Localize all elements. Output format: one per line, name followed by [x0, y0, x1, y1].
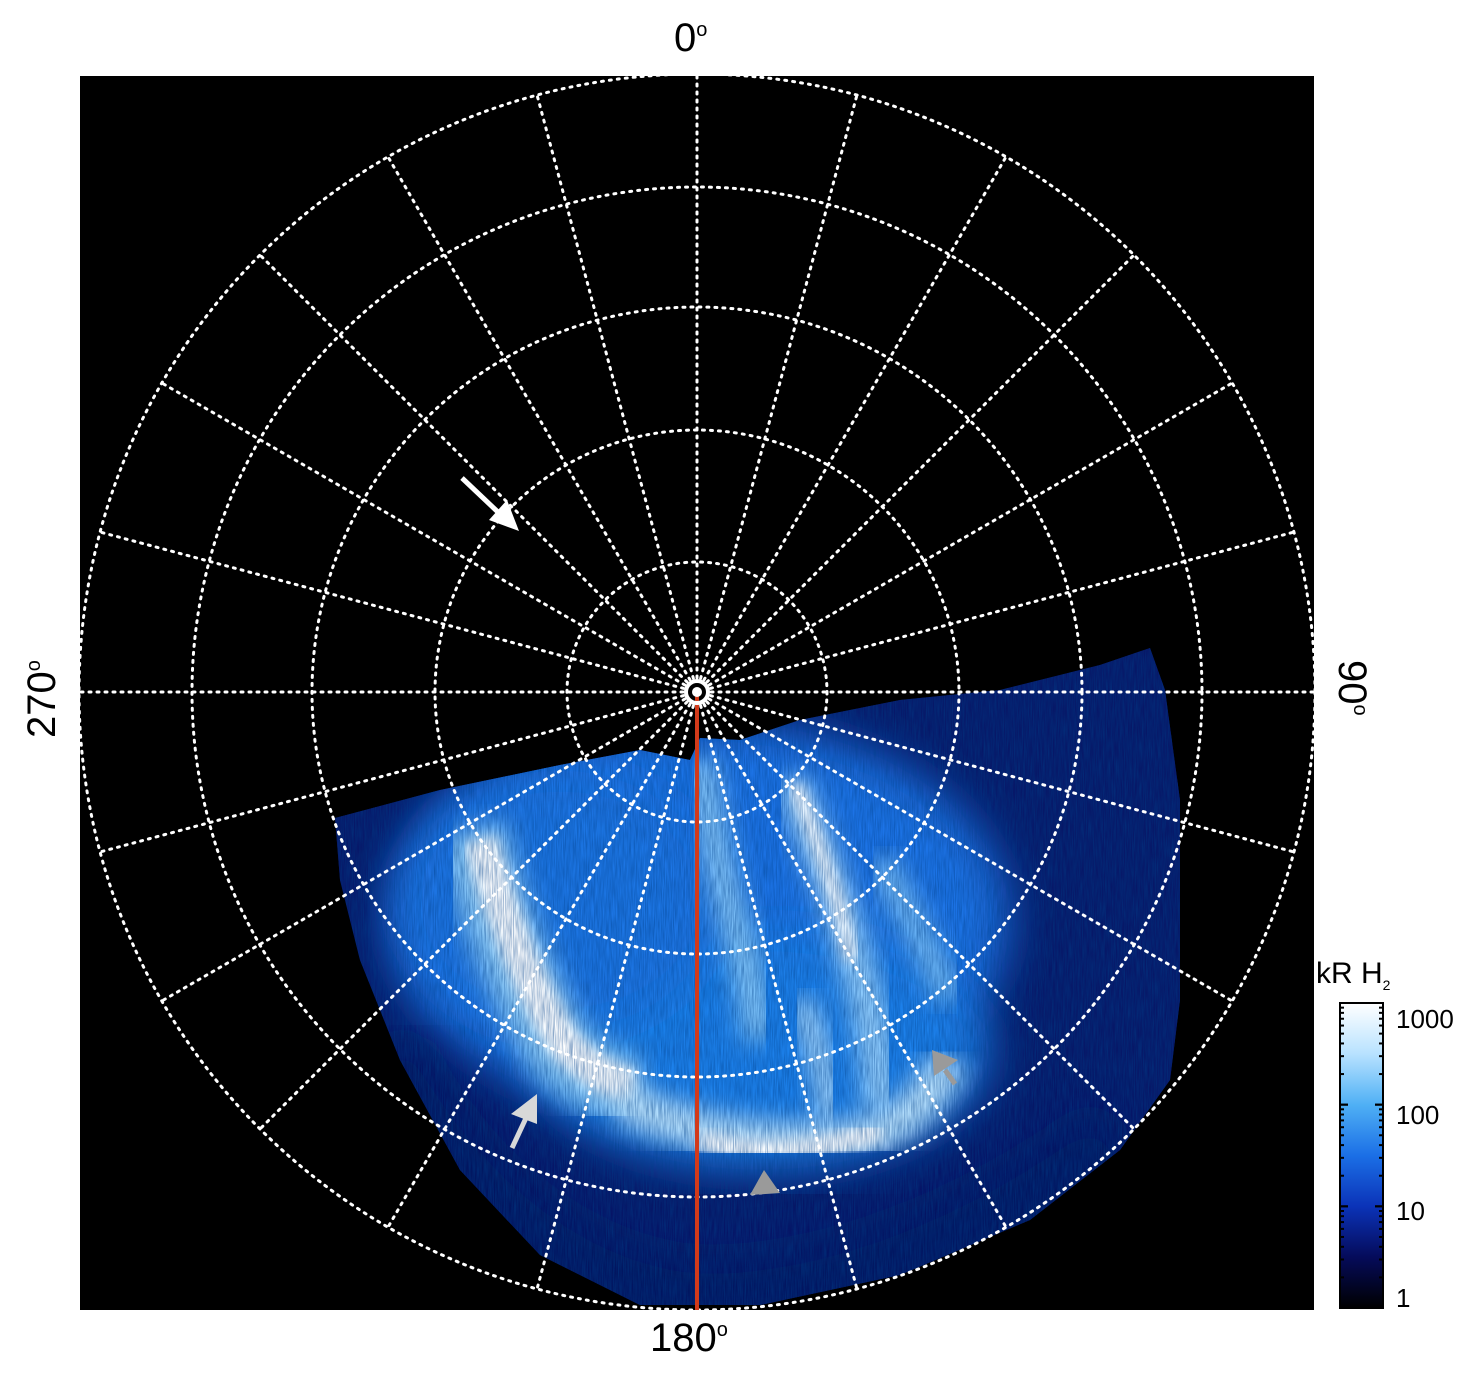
colorbar-title: kR H2: [1316, 957, 1391, 993]
meridian-line: [707, 381, 1234, 687]
longitude-label-0: 0o: [674, 16, 708, 60]
meridian-line: [258, 253, 689, 684]
meridian-line: [702, 702, 1008, 1229]
meridian-line: [702, 155, 1008, 682]
meridian-line: [699, 704, 859, 1291]
meridian-line: [705, 253, 1136, 684]
meridian-line: [709, 530, 1296, 690]
meridian-line: [98, 694, 685, 854]
arrow-white: [460, 476, 519, 531]
meridian-line: [705, 700, 1136, 1131]
longitude-label-180: 180o: [650, 1316, 728, 1360]
meridian-line: [386, 155, 692, 682]
arrow-gray-right: [932, 1050, 958, 1086]
meridian-line: [98, 530, 685, 690]
longitude-label-270: 270o: [20, 660, 64, 738]
meridian-line: [699, 93, 859, 680]
colorbar-tick-label: 100: [1396, 1100, 1440, 1130]
meridian-line: [160, 697, 687, 1003]
colorbar-tick-label: 1: [1396, 1283, 1411, 1313]
meridian-line: [160, 381, 687, 687]
longitude-label-90: 90o: [1330, 660, 1374, 716]
meridian-line: [709, 694, 1296, 854]
colorbar-tick-label: 10: [1396, 1196, 1425, 1226]
latitude-circle: [565, 560, 829, 824]
arrow-light-gray: [509, 1094, 537, 1150]
colorbar-tick-label: 1000: [1396, 1004, 1454, 1034]
meridian-line: [707, 697, 1234, 1003]
pole-marker: [684, 679, 710, 705]
meridian-line: [386, 702, 692, 1229]
arrow-gray-bottom: [750, 1170, 780, 1195]
meridian-line: [535, 93, 695, 680]
meridian-line: [535, 704, 695, 1291]
meridian-line: [258, 700, 689, 1131]
aurora-emission: [335, 648, 1180, 1305]
colorbar: [1339, 1002, 1384, 1309]
colorbar-gradient: [1339, 1002, 1384, 1309]
